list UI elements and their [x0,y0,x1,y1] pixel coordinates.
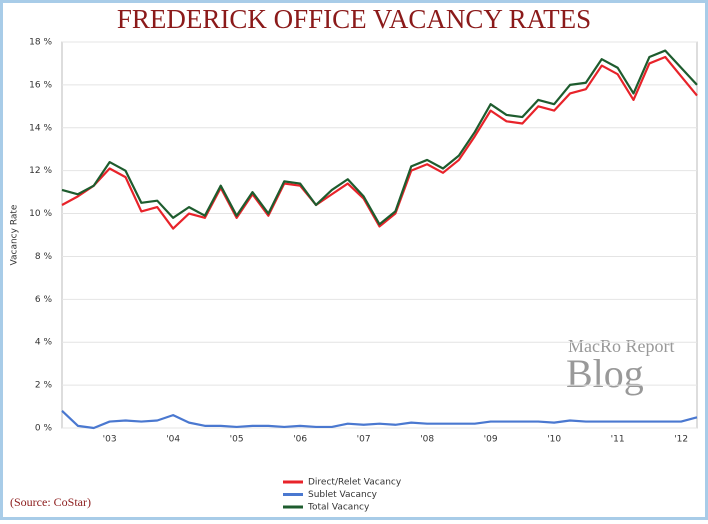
x-tick-label: '09 [484,435,498,445]
y-tick-label: 10 % [29,209,52,219]
x-tick-label: '07 [357,435,371,445]
y-tick-label: 4 % [35,338,53,348]
legend-label: Sublet Vacancy [308,490,378,500]
y-axis-label: Vacancy Rate [10,204,20,265]
x-tick-label: '08 [420,435,434,445]
series-line [61,410,698,430]
y-tick-label: 18 % [29,38,52,48]
legend-label: Direct/Relet Vacancy [308,478,402,488]
y-tick-label: 14 % [29,123,52,133]
x-tick-label: '06 [293,435,307,445]
y-tick-label: 16 % [29,80,52,90]
x-tick-label: '03 [103,435,117,445]
x-tick-label: '05 [230,435,244,445]
x-tick-label: '10 [547,435,561,445]
watermark: Blog [566,351,644,396]
source: (Source: CoStar) [10,495,91,509]
x-tick-label: '04 [166,435,180,445]
x-tick-label: '11 [611,435,625,445]
chart-title: FREDERICK OFFICE VACANCY RATES [117,4,591,34]
y-tick-label: 2 % [35,381,53,391]
legend-label: Total Vacancy [307,503,370,513]
y-tick-label: 0 % [35,424,53,434]
y-tick-label: 12 % [29,166,52,176]
series-line [61,55,698,230]
series-line [61,49,698,226]
x-tick-label: '12 [674,435,688,445]
watermark: MacRo Report [568,336,674,356]
y-tick-label: 6 % [35,295,53,305]
y-tick-label: 8 % [35,252,53,262]
